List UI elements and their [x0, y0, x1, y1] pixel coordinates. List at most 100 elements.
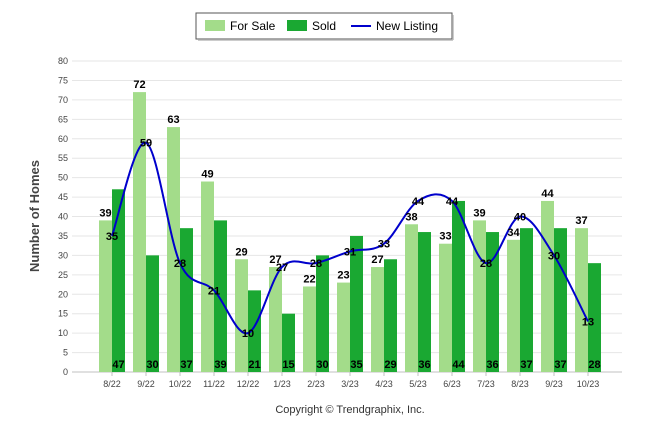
new-listing-data-label: 13 — [582, 316, 594, 328]
for-sale-data-label: 44 — [541, 188, 554, 200]
for-sale-data-label: 33 — [439, 231, 451, 243]
sold-bar — [520, 228, 533, 372]
bar-layer — [99, 92, 601, 373]
for-sale-bar — [439, 243, 452, 372]
sold-data-label: 30 — [316, 359, 328, 371]
sold-data-label: 44 — [452, 359, 465, 371]
for-sale-bar — [99, 220, 112, 372]
x-tick-label: 9/23 — [545, 379, 563, 389]
for-sale-data-label: 38 — [405, 211, 417, 223]
sold-data-label: 37 — [180, 359, 192, 371]
new-listing-data-label: 28 — [480, 258, 492, 270]
for-sale-data-label: 72 — [133, 79, 145, 91]
new-listing-data-label: 44 — [446, 196, 459, 208]
for-sale-data-label: 27 — [371, 254, 383, 266]
for-sale-data-label: 39 — [99, 207, 111, 219]
x-tick-label: 3/23 — [341, 379, 359, 389]
legend-item-for-sale: For Sale — [205, 19, 276, 33]
legend: For Sale Sold New Listing — [195, 12, 454, 41]
y-tick-label: 0 — [63, 367, 68, 377]
y-tick-label: 65 — [58, 114, 68, 124]
new-listing-data-label: 35 — [106, 231, 118, 243]
sold-data-label: 35 — [350, 359, 362, 371]
y-tick-label: 30 — [58, 250, 68, 260]
y-tick-label: 40 — [58, 212, 68, 222]
new-listing-data-label: 59 — [140, 138, 152, 150]
new-listing-data-label: 31 — [344, 246, 356, 258]
sold-data-label: 36 — [486, 359, 498, 371]
new-listing-data-label: 33 — [378, 239, 390, 251]
for-sale-bar — [575, 228, 588, 372]
y-tick-label: 55 — [58, 153, 68, 163]
y-tick-label: 5 — [63, 348, 68, 358]
legend-box — [195, 12, 453, 40]
x-tick-label: 10/22 — [169, 379, 192, 389]
sold-data-label: 47 — [112, 359, 124, 371]
sold-data-label: 37 — [520, 359, 532, 371]
label-layer: 3935477259306328374921392910212727152228… — [99, 79, 600, 371]
for-sale-bar — [371, 267, 384, 372]
new-listing-data-label: 28 — [174, 258, 186, 270]
legend-label: For Sale — [230, 19, 276, 33]
for-sale-bar — [303, 286, 316, 372]
sold-bar — [214, 220, 227, 372]
legend-label: Sold — [312, 19, 336, 33]
x-tick-label: 2/23 — [307, 379, 325, 389]
new-listing-data-label: 28 — [310, 258, 322, 270]
x-tick-label: 5/23 — [409, 379, 427, 389]
x-tick-label: 10/23 — [577, 379, 600, 389]
sold-data-label: 15 — [282, 359, 294, 371]
axis-layer: 0 5 10 15 20 25 30 35 40 45 50 55 60 65 70 75 80 8/22 9/22… — [58, 56, 622, 389]
for-sale-bar — [269, 267, 282, 372]
for-sale-bar — [507, 239, 520, 372]
y-tick-label: 70 — [58, 95, 68, 105]
line-layer — [111, 141, 589, 335]
y-tick-label: 15 — [58, 309, 68, 319]
sold-bar — [316, 255, 329, 372]
for-sale-bar — [133, 92, 146, 372]
sold-bar — [554, 228, 567, 372]
sold-bar — [452, 200, 465, 372]
for-sale-data-label: 63 — [167, 114, 179, 126]
sold-data-label: 28 — [588, 359, 600, 371]
for-sale-bar — [201, 181, 214, 372]
grid-layer — [72, 60, 622, 354]
x-tick-label: 8/23 — [511, 379, 529, 389]
sold-bar — [180, 228, 193, 372]
x-tick-label: 1/23 — [273, 379, 291, 389]
y-tick-label: 50 — [58, 173, 68, 183]
sold-data-label: 39 — [214, 359, 226, 371]
new-listing-data-label: 21 — [208, 285, 220, 297]
sold-data-label: 36 — [418, 359, 430, 371]
x-tick-label: 4/23 — [375, 379, 393, 389]
for-sale-data-label: 29 — [235, 246, 247, 258]
legend-item-new-listing: New Listing — [351, 19, 438, 33]
sold-data-label: 30 — [146, 359, 158, 371]
sold-data-label: 37 — [554, 359, 566, 371]
x-tick-label: 12/22 — [237, 379, 260, 389]
x-tick-label: 11/22 — [203, 379, 225, 389]
for-sale-data-label: 22 — [303, 273, 315, 285]
sold-data-label: 21 — [248, 359, 260, 371]
x-tick-label: 8/22 — [103, 379, 121, 389]
new-listing-data-label: 10 — [242, 328, 254, 340]
y-tick-label: 25 — [58, 270, 68, 280]
legend-swatch — [205, 20, 225, 31]
y-tick-label: 75 — [58, 75, 68, 85]
y-tick-label: 35 — [58, 231, 68, 241]
new-listing-data-label: 40 — [514, 212, 526, 224]
sold-bar — [282, 313, 295, 372]
sold-bar — [418, 232, 431, 372]
for-sale-data-label: 37 — [575, 215, 587, 227]
for-sale-data-label: 49 — [201, 169, 213, 181]
x-tick-label: 9/22 — [137, 379, 155, 389]
legend-item-sold: Sold — [287, 19, 336, 33]
sold-bar — [112, 189, 125, 372]
y-tick-label: 60 — [58, 134, 68, 144]
sold-bar — [588, 263, 601, 372]
x-tick-label: 6/23 — [443, 379, 461, 389]
y-tick-label: 20 — [58, 289, 68, 299]
for-sale-data-label: 34 — [507, 227, 520, 239]
new-listing-data-label: 44 — [412, 196, 425, 208]
for-sale-bar — [473, 220, 486, 372]
